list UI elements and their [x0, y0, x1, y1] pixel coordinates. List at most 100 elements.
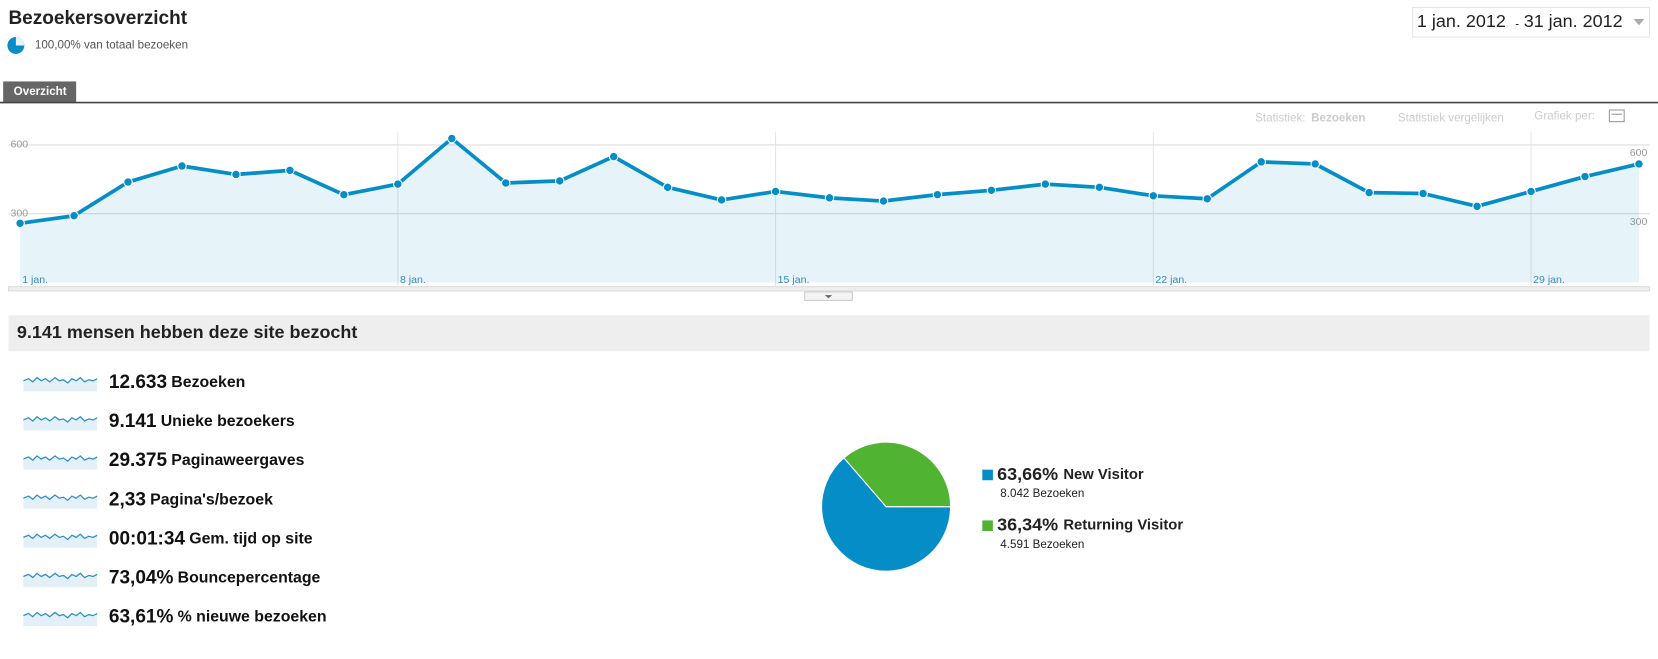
tab[interactable] — [3, 81, 77, 103]
sparkline — [23, 416, 98, 431]
x-tick-label: 8 jan. — [400, 274, 426, 286]
x-tick-label: 15 jan. — [778, 274, 810, 286]
sparkline — [23, 572, 98, 588]
point — [824, 193, 835, 203]
y-tick-label-right: 300 — [1630, 216, 1648, 228]
metric-label: Bouncepercentage — [178, 570, 321, 587]
sparkline — [23, 611, 98, 627]
line-chart: 300 300 600 600 1 jan. 8 jan. 15 jan. 22 jan. 29… — [8, 132, 1650, 287]
y-tick-label-right: 600 — [1630, 147, 1648, 159]
chart-bottom-bar — [7, 286, 1651, 292]
segment-icon-slice — [15, 37, 25, 46]
point — [1256, 157, 1266, 167]
point — [716, 195, 727, 205]
metric: 29.375 Paginaweergaves — [109, 450, 305, 471]
point — [1418, 188, 1428, 199]
metric-value: 9.141 — [109, 411, 157, 432]
point — [878, 196, 889, 206]
pie-chart: 63,66% New Visitor 8.042 Bezoeken 36,34% Ret… — [821, 441, 1183, 572]
point — [608, 151, 619, 162]
metric: 00:01:34 Gem. tijd op site — [109, 528, 313, 549]
date-picker[interactable] — [1412, 6, 1651, 38]
graph-by-icon[interactable] — [1608, 109, 1625, 123]
legend-label: New Visitor — [1063, 467, 1144, 483]
legend-entry: 63,66% New Visitor — [997, 464, 1144, 484]
sparkline — [23, 533, 98, 548]
metric-label: % nieuwe bezoeken — [178, 609, 327, 626]
tab-label[interactable]: Overzicht — [14, 85, 67, 98]
point — [123, 177, 133, 187]
metric: 73,04% Bouncepercentage — [109, 568, 321, 589]
point — [1148, 191, 1159, 201]
point — [447, 133, 457, 144]
point — [393, 179, 403, 189]
area — [20, 138, 1639, 283]
point — [339, 189, 349, 200]
legend-swatch — [982, 520, 993, 532]
date-end[interactable]: 31 jan. 2012 — [1524, 11, 1623, 31]
metric-value: 29.375 — [109, 450, 168, 471]
metric-value: 2,33 — [109, 489, 146, 510]
metric: 9.141 Unieke bezoekers — [109, 411, 295, 432]
point — [1634, 159, 1644, 169]
pie-slice — [843, 441, 952, 508]
metric-value: 63,61% — [109, 607, 174, 628]
segment-subtitle: 100,00% van totaal bezoeken — [35, 39, 188, 52]
metric-value: 73,04% — [109, 568, 174, 589]
y-tick-label: 600 — [11, 139, 29, 151]
metric-label: Pagina's/bezoek — [150, 492, 273, 509]
metric: 63,61%% nieuwe bezoeken — [109, 607, 327, 628]
point — [69, 210, 79, 221]
point — [1310, 159, 1320, 169]
date-separator: - — [1515, 17, 1519, 30]
point — [177, 161, 187, 171]
metric-label: Bezoeken — [171, 374, 245, 391]
y-tick-label: 300 — [11, 207, 29, 219]
metric: 2,33 Pagina's/bezoek — [109, 489, 273, 510]
point — [1472, 201, 1482, 212]
point — [285, 165, 295, 176]
point — [1580, 171, 1590, 182]
metric-label: Gem. tijd op site — [189, 531, 313, 548]
page-title: Bezoekersoverzicht — [8, 8, 187, 29]
legend-sublabel: 8.042 Bezoeken — [1000, 487, 1084, 500]
graph-by-label: Grafiek per: — [1534, 109, 1595, 122]
x-tick-label: 29 jan. — [1533, 274, 1565, 286]
summary-heading: 9.141 mensen hebben deze site bezocht — [17, 322, 357, 342]
legend-value: 36,34% — [997, 514, 1058, 534]
sparkline — [23, 494, 98, 509]
metric-label: Unieke bezoekers — [161, 413, 295, 430]
legend-entry: 36,34% Returning Visitor — [997, 514, 1183, 534]
metric-label: Paginaweergaves — [171, 452, 304, 469]
point — [662, 182, 673, 193]
metric: 12.633 Bezoeken — [109, 372, 245, 393]
point — [1202, 194, 1213, 204]
point — [1526, 186, 1536, 197]
point — [932, 189, 943, 200]
sparkline — [23, 455, 98, 470]
legend-sublabel: 4.591 Bezoeken — [1000, 538, 1084, 551]
compare-metric[interactable]: Statistiek vergelijken — [1398, 112, 1504, 125]
point — [500, 178, 511, 188]
sparkline — [23, 376, 98, 392]
point — [554, 176, 565, 186]
legend-value: 63,66% — [997, 464, 1058, 484]
date-start[interactable]: 1 jan. 2012 — [1417, 11, 1506, 31]
x-tick-label: 22 jan. — [1155, 274, 1187, 286]
metric-label: Statistiek: — [1255, 112, 1305, 125]
summary-heading-box — [8, 315, 1650, 352]
point — [15, 218, 25, 229]
point — [1094, 182, 1105, 193]
point — [1364, 187, 1374, 198]
metric-value[interactable]: Bezoeken — [1311, 112, 1365, 125]
point — [1040, 179, 1051, 189]
metric-value: 00:01:34 — [109, 528, 186, 549]
pie-slice — [821, 457, 952, 572]
date-dropdown-arrow[interactable] — [1633, 19, 1645, 26]
x-tick-label: 1 jan. — [22, 274, 48, 286]
legend-label: Returning Visitor — [1063, 518, 1183, 534]
point — [231, 169, 241, 180]
legend-swatch — [982, 469, 993, 481]
